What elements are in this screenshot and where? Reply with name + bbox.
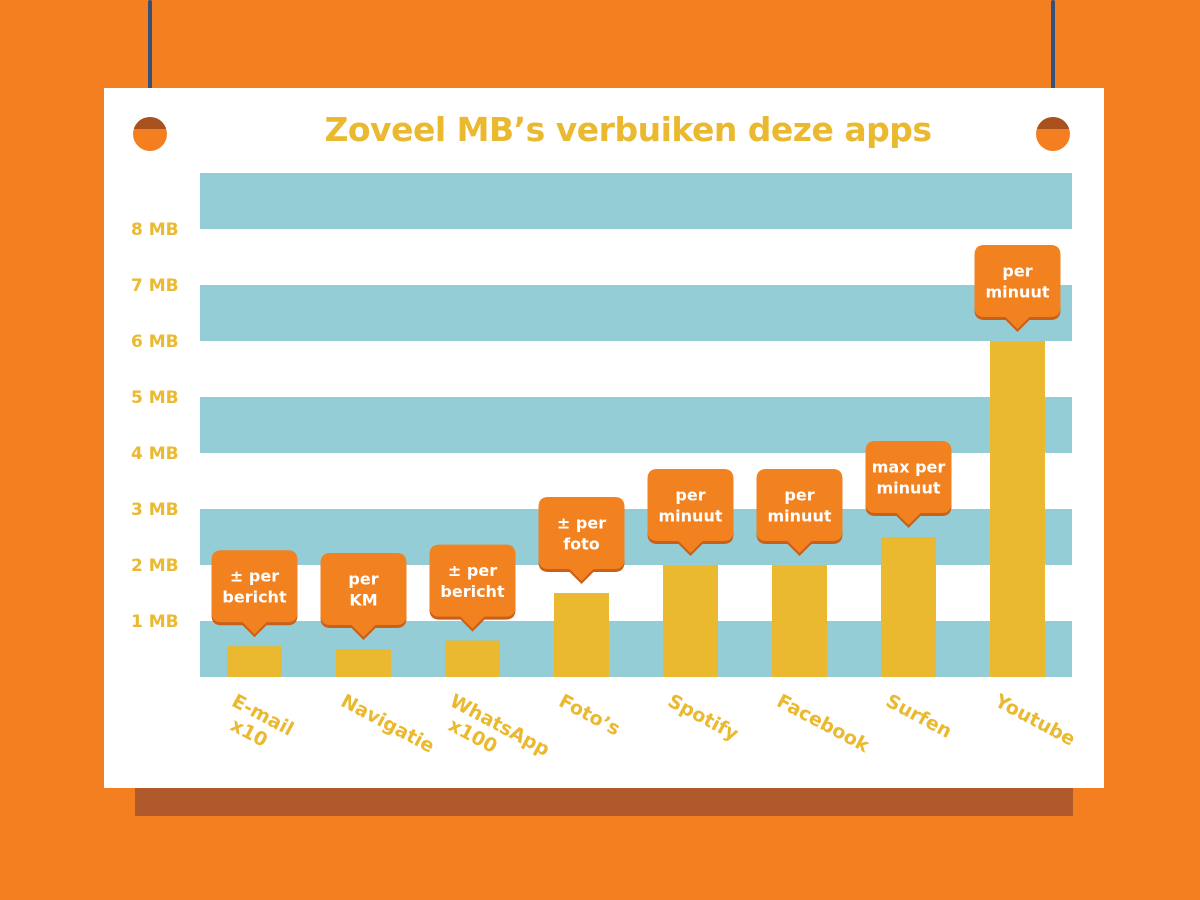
- y-tick-label: 5 MB: [131, 388, 179, 408]
- callout-bubble: [538, 497, 625, 581]
- y-tick-label: 7 MB: [131, 276, 179, 296]
- callout-text: ± per: [448, 561, 497, 580]
- chart-title: Zoveel MB’s verbuiken deze apps: [324, 110, 932, 149]
- callout-bubble: [320, 553, 407, 637]
- callout-text: per: [348, 570, 378, 589]
- y-tick-label: 1 MB: [131, 612, 179, 632]
- y-tick-label: 2 MB: [131, 556, 179, 576]
- callout-bubble: [429, 544, 516, 629]
- grid-stripe: [200, 621, 1072, 677]
- callout-text: minuut: [877, 479, 941, 498]
- bar: [227, 646, 282, 677]
- y-tick-label: 8 MB: [131, 220, 179, 240]
- callout-bubble: [647, 469, 734, 553]
- bar: [772, 565, 827, 677]
- hanging-string-left: [148, 0, 152, 118]
- callout-text: per: [1002, 262, 1032, 281]
- y-tick-label: 4 MB: [131, 444, 179, 464]
- bar: [554, 593, 609, 677]
- callout-bubble: [756, 469, 843, 553]
- x-tick-label: Youtube: [990, 690, 1079, 751]
- x-category-label: Youtube: [990, 690, 1079, 751]
- callout-text: foto: [563, 535, 600, 554]
- callout-text: max per: [872, 458, 946, 477]
- bar: [881, 537, 936, 677]
- bar: [445, 640, 500, 677]
- callout-bubble: [865, 441, 952, 525]
- callout-text: per: [784, 486, 814, 505]
- callout-text: minuut: [768, 507, 832, 526]
- callout-text: KM: [349, 591, 377, 610]
- x-tick-label: Spotify: [664, 690, 742, 746]
- callout-text: ± per: [230, 567, 279, 586]
- grid-stripe: [200, 285, 1072, 341]
- callout-text: per: [675, 486, 705, 505]
- bar: [990, 341, 1045, 677]
- x-category-label: Facebook: [773, 690, 873, 757]
- callout-text: minuut: [659, 507, 723, 526]
- callout-bubble: [974, 245, 1061, 329]
- x-category-label: Foto’s: [555, 690, 624, 740]
- y-tick-label: 3 MB: [131, 500, 179, 520]
- bar: [663, 565, 718, 677]
- poster-hole-left: [133, 117, 167, 151]
- x-category-label: Navigatie: [337, 690, 438, 758]
- grid-stripe: [200, 173, 1072, 229]
- x-tick-label: Facebook: [773, 690, 873, 757]
- callout-text: ± per: [557, 514, 606, 533]
- callout-text: bericht: [440, 582, 505, 601]
- callout-text: bericht: [222, 588, 287, 607]
- hanging-string-right: [1051, 0, 1055, 118]
- x-tick-label: Navigatie: [337, 690, 438, 758]
- bar: [336, 649, 391, 677]
- callout-text: minuut: [986, 283, 1050, 302]
- poster-hole-right: [1036, 117, 1070, 151]
- x-tick-label: Foto’s: [555, 690, 624, 740]
- callout-bubble: [211, 550, 298, 635]
- x-tick-label: Surfen: [882, 690, 955, 743]
- x-category-label: Surfen: [882, 690, 955, 743]
- x-category-label: Spotify: [664, 690, 742, 746]
- y-tick-label: 6 MB: [131, 332, 179, 352]
